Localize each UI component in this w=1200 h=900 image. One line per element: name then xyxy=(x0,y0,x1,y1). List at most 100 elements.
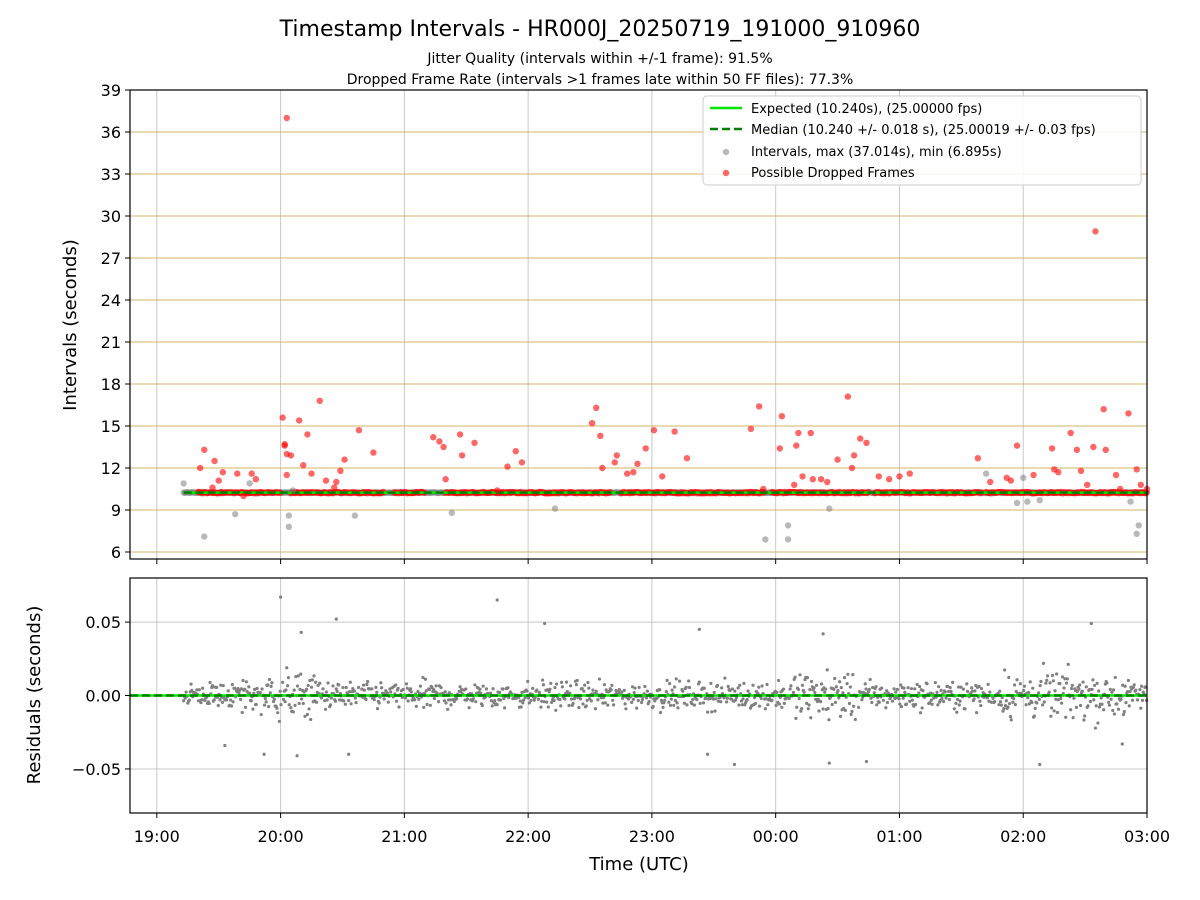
residual-point xyxy=(961,687,966,691)
residual-point xyxy=(1009,718,1013,722)
residual-point xyxy=(1120,742,1124,746)
residual-point xyxy=(1041,703,1045,707)
residual-point xyxy=(958,699,962,703)
residual-point xyxy=(281,680,285,684)
x-tick-label: 03:00 xyxy=(1124,827,1170,846)
residual-point xyxy=(864,687,868,691)
residual-point xyxy=(334,617,338,621)
residual-point xyxy=(506,686,510,690)
residual-point xyxy=(684,685,688,690)
residual-point xyxy=(377,701,381,705)
residual-point xyxy=(1096,721,1100,725)
dropped-frame-point xyxy=(337,467,344,474)
top-y-tick-label: 39 xyxy=(101,81,121,100)
residual-point xyxy=(230,682,234,687)
residual-point xyxy=(491,687,495,691)
top-y-tick-label: 36 xyxy=(101,123,121,142)
dropped-frame-point xyxy=(370,449,377,456)
dropped-frame-point xyxy=(341,456,348,463)
residual-point xyxy=(1093,683,1097,688)
residual-point xyxy=(423,677,428,681)
dropped-frame-point xyxy=(442,476,449,483)
residual-point xyxy=(1126,678,1131,683)
top-y-tick-label: 12 xyxy=(101,459,121,478)
residual-point xyxy=(299,672,303,676)
residual-point xyxy=(734,698,738,702)
residual-point xyxy=(867,687,871,692)
residual-point xyxy=(1092,698,1096,702)
residual-point xyxy=(702,686,706,690)
interval-point xyxy=(289,487,297,494)
residual-point xyxy=(713,709,717,713)
residual-point xyxy=(821,632,825,636)
residual-point xyxy=(444,701,448,705)
dropped-frame-point xyxy=(875,473,883,480)
x-tick-label: 21:00 xyxy=(381,827,427,846)
interval-point xyxy=(1020,474,1027,481)
residual-point xyxy=(849,712,853,716)
residual-point xyxy=(1004,699,1008,703)
dropped-frame-point xyxy=(1100,406,1107,413)
residual-point xyxy=(493,699,497,703)
residual-point xyxy=(997,703,1001,707)
residual-point xyxy=(541,683,546,687)
residual-point xyxy=(838,714,843,718)
residual-point xyxy=(268,691,272,695)
residual-point xyxy=(554,708,558,712)
residual-point xyxy=(1003,704,1008,708)
residual-point xyxy=(833,676,837,681)
residual-point xyxy=(949,689,953,694)
residual-point xyxy=(813,690,817,695)
dropped-frame-point xyxy=(512,448,519,455)
residual-point xyxy=(1045,674,1050,678)
residual-point xyxy=(722,696,726,700)
residual-point xyxy=(1110,690,1114,694)
residual-point xyxy=(787,696,791,701)
dropped-frame-point xyxy=(456,431,464,438)
residual-point xyxy=(244,680,248,684)
residual-point xyxy=(611,698,615,702)
bottom-y-tick-label: 0.00 xyxy=(85,687,121,706)
legend: Expected (10.240s), (25.00000 fps) Media… xyxy=(702,95,1142,186)
dropped-frame-point xyxy=(471,439,478,446)
residual-point xyxy=(526,679,530,683)
residual-point xyxy=(593,707,597,711)
residual-point xyxy=(819,700,823,704)
residual-point xyxy=(347,699,351,703)
dropped-frame-point xyxy=(215,477,222,484)
legend-dropped-swatch xyxy=(722,169,730,177)
residual-point xyxy=(1052,709,1056,713)
residual-point xyxy=(1084,685,1088,689)
dropped-frame-point xyxy=(1090,443,1097,451)
x-tick-label: 20:00 xyxy=(258,827,304,846)
residual-point xyxy=(324,690,328,694)
residual-point xyxy=(216,703,220,708)
residual-point xyxy=(323,707,328,711)
residual-point xyxy=(574,683,579,687)
residual-point xyxy=(1030,700,1034,705)
residual-point xyxy=(539,705,543,709)
top-y-axis-label: Intervals (seconds) xyxy=(60,239,81,411)
residual-point xyxy=(575,678,579,683)
residual-point xyxy=(817,709,821,713)
residual-point xyxy=(697,627,701,632)
residual-point xyxy=(375,690,379,694)
dropped-frame-point xyxy=(642,445,649,452)
residual-point xyxy=(736,686,740,690)
residual-point xyxy=(362,688,366,692)
residual-point xyxy=(777,702,781,706)
residual-point xyxy=(1041,661,1046,665)
interval-point xyxy=(1127,498,1134,505)
dropped-frame-point xyxy=(974,455,982,462)
residual-point xyxy=(764,697,768,701)
residual-point xyxy=(201,686,205,690)
residual-point xyxy=(270,681,274,685)
residual-point xyxy=(921,689,925,693)
residual-point xyxy=(946,689,951,694)
residual-point xyxy=(927,701,932,705)
residual-point xyxy=(1119,697,1123,702)
bottom-panel-x-ticks: 19:00 20:00 21:00 22:00 23:00 00:00 01:00 02:00… xyxy=(134,813,1170,846)
dropped-frame-point xyxy=(240,492,247,500)
residual-point xyxy=(899,683,903,687)
residual-point xyxy=(978,699,982,703)
